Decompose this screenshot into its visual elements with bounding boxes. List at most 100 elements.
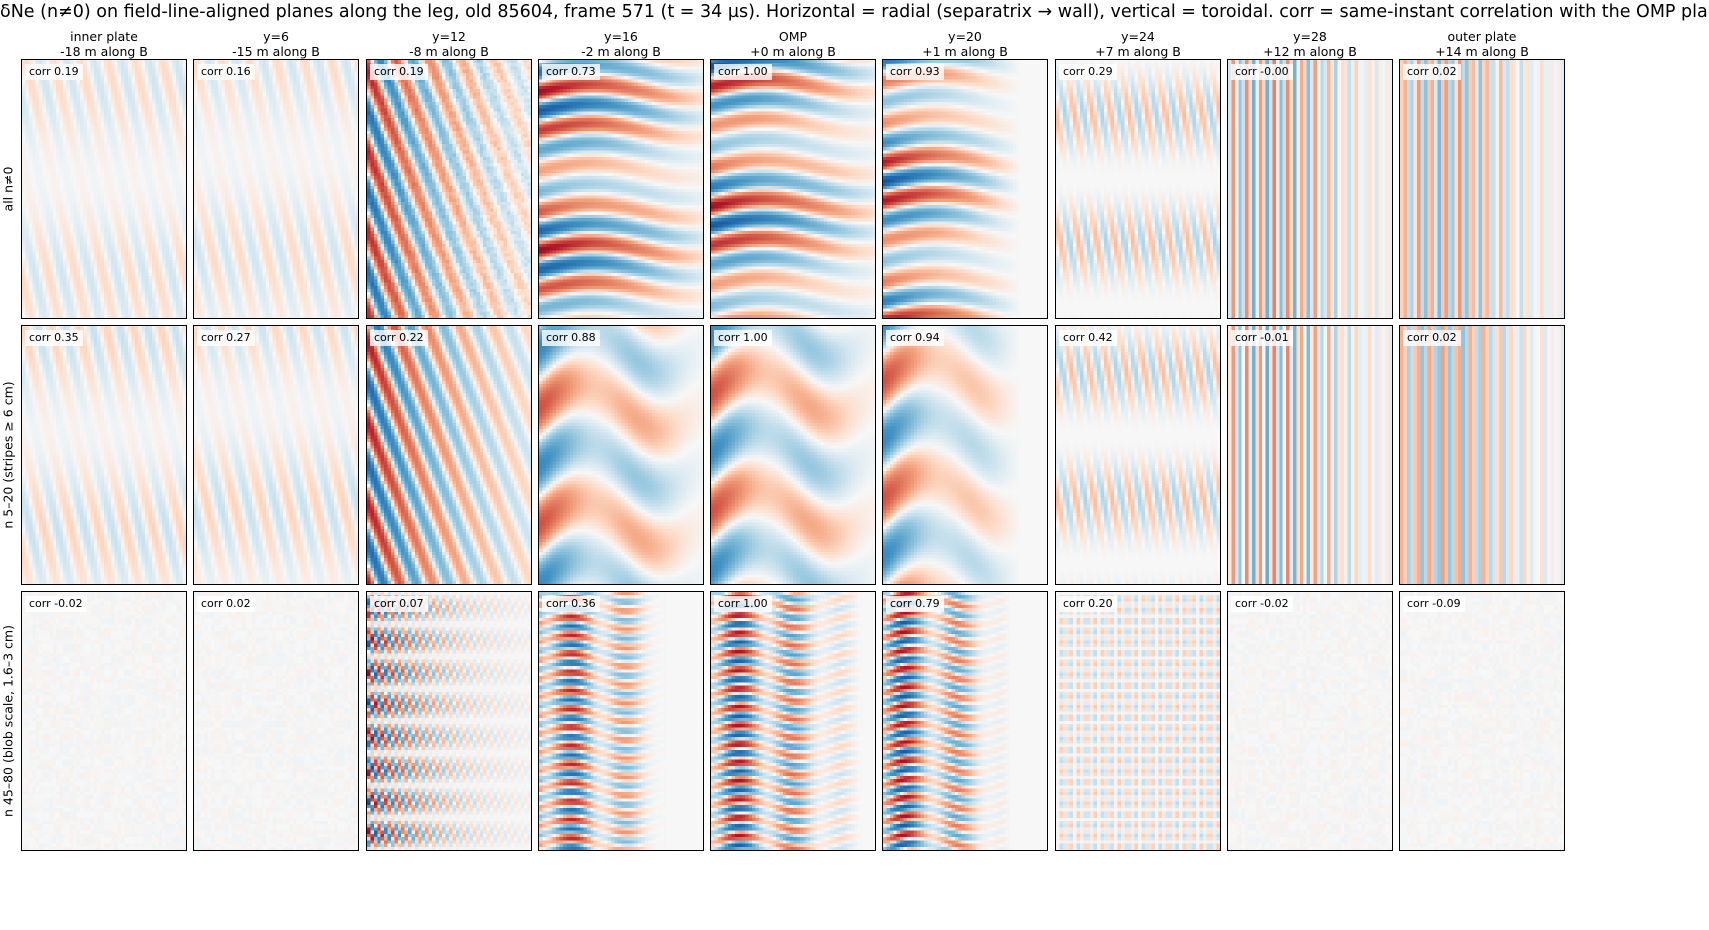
heatmap-image bbox=[883, 592, 1047, 850]
column-name: y=16 bbox=[604, 29, 638, 44]
row-label-2: n 5–20 (stripes ≥ 6 cm) bbox=[0, 381, 16, 529]
corr-label: corr 0.19 bbox=[370, 64, 428, 80]
row-label-3: n 45–80 (blob scale, 1.6–3 cm) bbox=[0, 625, 16, 817]
heatmap-panel-r3-c4: corr 0.36 bbox=[538, 591, 704, 851]
column-position: +12 m along B bbox=[1263, 44, 1357, 59]
heatmap-panel-r3-c8: corr -0.02 bbox=[1227, 591, 1393, 851]
corr-label: corr 0.88 bbox=[542, 330, 600, 346]
column-position: +14 m along B bbox=[1435, 44, 1529, 59]
column-name: inner plate bbox=[70, 29, 138, 44]
figure-title: δNe (n≠0) on field-line-aligned planes a… bbox=[0, 2, 1709, 22]
heatmap-panel-r1-c3: corr 0.19 bbox=[366, 59, 532, 319]
corr-label: corr 0.94 bbox=[886, 330, 944, 346]
column-header-5: OMP +0 m along B bbox=[690, 29, 896, 59]
heatmap-image bbox=[1400, 326, 1564, 584]
column-name: y=24 bbox=[1121, 29, 1155, 44]
heatmap-image bbox=[22, 60, 186, 318]
column-header-6: y=20 +1 m along B bbox=[862, 29, 1068, 59]
column-name: outer plate bbox=[1447, 29, 1517, 44]
heatmap-panel-r2-c6: corr 0.94 bbox=[882, 325, 1048, 585]
heatmap-image bbox=[711, 60, 875, 318]
corr-label: corr -0.09 bbox=[1403, 596, 1465, 612]
column-position: -2 m along B bbox=[581, 44, 661, 59]
column-name: y=20 bbox=[948, 29, 982, 44]
corr-label: corr 0.02 bbox=[1403, 330, 1461, 346]
heatmap-image bbox=[367, 60, 531, 318]
corr-label: corr -0.02 bbox=[1231, 596, 1293, 612]
column-name: OMP bbox=[778, 29, 808, 44]
column-header-7: y=24 +7 m along B bbox=[1035, 29, 1241, 59]
heatmap-image bbox=[1056, 592, 1220, 850]
heatmap-panel-r1-c7: corr 0.29 bbox=[1055, 59, 1221, 319]
corr-label: corr 0.07 bbox=[370, 596, 428, 612]
column-header-9: outer plate +14 m along B bbox=[1379, 29, 1585, 59]
heatmap-panel-r1-c4: corr 0.73 bbox=[538, 59, 704, 319]
heatmap-panel-r2-c4: corr 0.88 bbox=[538, 325, 704, 585]
corr-label: corr -0.00 bbox=[1231, 64, 1293, 80]
heatmap-image bbox=[1400, 592, 1564, 850]
heatmap-panel-r2-c5: corr 1.00 bbox=[710, 325, 876, 585]
heatmap-image bbox=[367, 592, 531, 850]
heatmap-panel-r3-c9: corr -0.09 bbox=[1399, 591, 1565, 851]
column-name: y=12 bbox=[432, 29, 466, 44]
corr-label: corr -0.02 bbox=[25, 596, 87, 612]
heatmap-panel-r3-c2: corr 0.02 bbox=[193, 591, 359, 851]
corr-label: corr 1.00 bbox=[714, 64, 772, 80]
heatmap-image bbox=[883, 60, 1047, 318]
heatmap-image bbox=[539, 326, 703, 584]
heatmap-image bbox=[1056, 60, 1220, 318]
corr-label: corr 0.93 bbox=[886, 64, 944, 80]
heatmap-image bbox=[1056, 326, 1220, 584]
corr-label: corr 1.00 bbox=[714, 330, 772, 346]
heatmap-panel-r3-c6: corr 0.79 bbox=[882, 591, 1048, 851]
column-header-2: y=6 -15 m along B bbox=[173, 29, 379, 59]
corr-label: corr 0.79 bbox=[886, 596, 944, 612]
heatmap-panel-r2-c8: corr -0.01 bbox=[1227, 325, 1393, 585]
heatmap-panel-r1-c2: corr 0.16 bbox=[193, 59, 359, 319]
column-name: y=6 bbox=[263, 29, 289, 44]
heatmap-image bbox=[22, 592, 186, 850]
corr-label: corr 1.00 bbox=[714, 596, 772, 612]
heatmap-panel-r3-c5: corr 1.00 bbox=[710, 591, 876, 851]
heatmap-image bbox=[1228, 592, 1392, 850]
heatmap-image bbox=[539, 592, 703, 850]
column-header-8: y=28 +12 m along B bbox=[1207, 29, 1413, 59]
heatmap-panel-r1-c5: corr 1.00 bbox=[710, 59, 876, 319]
heatmap-panel-r1-c9: corr 0.02 bbox=[1399, 59, 1565, 319]
heatmap-panel-r2-c7: corr 0.42 bbox=[1055, 325, 1221, 585]
corr-label: corr 0.22 bbox=[370, 330, 428, 346]
corr-label: corr 0.35 bbox=[25, 330, 83, 346]
heatmap-panel-r2-c2: corr 0.27 bbox=[193, 325, 359, 585]
corr-label: corr 0.27 bbox=[197, 330, 255, 346]
corr-label: corr 0.02 bbox=[1403, 64, 1461, 80]
heatmap-image bbox=[883, 326, 1047, 584]
column-position: -15 m along B bbox=[232, 44, 320, 59]
heatmap-panel-r1-c1: corr 0.19 bbox=[21, 59, 187, 319]
heatmap-image bbox=[22, 326, 186, 584]
heatmap-panel-r2-c3: corr 0.22 bbox=[366, 325, 532, 585]
row-label-1: all n≠0 bbox=[0, 166, 16, 212]
heatmap-panel-r3-c3: corr 0.07 bbox=[366, 591, 532, 851]
heatmap-panel-r2-c1: corr 0.35 bbox=[21, 325, 187, 585]
heatmap-image bbox=[539, 60, 703, 318]
heatmap-image bbox=[367, 326, 531, 584]
heatmap-panel-r3-c1: corr -0.02 bbox=[21, 591, 187, 851]
heatmap-image bbox=[194, 60, 358, 318]
corr-label: corr 0.20 bbox=[1059, 596, 1117, 612]
heatmap-image bbox=[194, 592, 358, 850]
corr-label: corr 0.02 bbox=[197, 596, 255, 612]
heatmap-image bbox=[1400, 60, 1564, 318]
column-header-3: y=12 -8 m along B bbox=[346, 29, 552, 59]
column-header-1: inner plate -18 m along B bbox=[1, 29, 207, 59]
corr-label: corr -0.01 bbox=[1231, 330, 1293, 346]
heatmap-image bbox=[1228, 326, 1392, 584]
column-header-4: y=16 -2 m along B bbox=[518, 29, 724, 59]
corr-label: corr 0.36 bbox=[542, 596, 600, 612]
column-position: +0 m along B bbox=[750, 44, 836, 59]
heatmap-panel-r3-c7: corr 0.20 bbox=[1055, 591, 1221, 851]
column-position: +1 m along B bbox=[922, 44, 1008, 59]
column-name: y=28 bbox=[1293, 29, 1327, 44]
heatmap-image bbox=[711, 592, 875, 850]
corr-label: corr 0.73 bbox=[542, 64, 600, 80]
heatmap-panel-r1-c8: corr -0.00 bbox=[1227, 59, 1393, 319]
